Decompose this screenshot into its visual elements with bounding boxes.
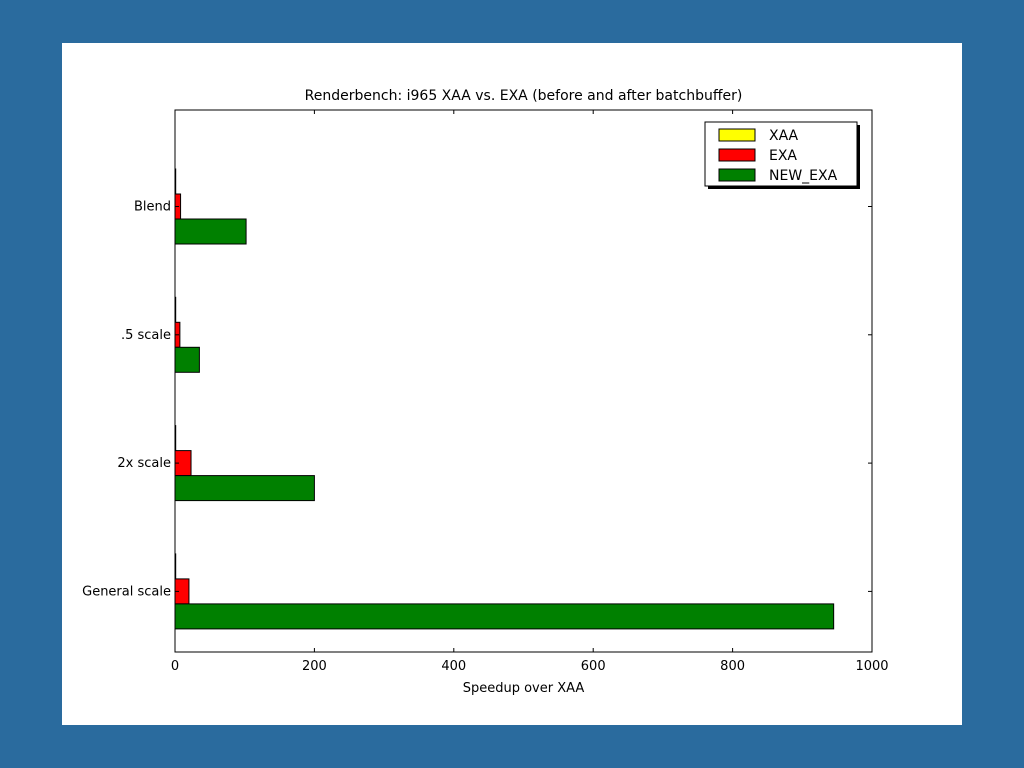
bar-new-exa-general-scale: [174, 603, 835, 630]
x-tick-label: 800: [720, 659, 745, 674]
legend-label-new-exa: NEW_EXA: [769, 168, 838, 184]
x-axis-label: Speedup over XAA: [463, 681, 585, 696]
legend-swatch-exa: [718, 148, 756, 162]
x-tick-label: 600: [581, 659, 606, 674]
legend: XAA EXA NEW_EXA: [704, 121, 860, 189]
chart-title: Renderbench: i965 XAA vs. EXA (before an…: [305, 88, 743, 104]
legend-swatch-new-exa: [718, 168, 756, 182]
x-tick-label: 200: [302, 659, 327, 674]
y-tick-label-2x-scale: 2x scale: [117, 456, 171, 471]
legend-label-exa: EXA: [769, 148, 797, 164]
bars-layer: [174, 168, 835, 630]
plot-frame: [174, 109, 873, 653]
x-tick-label: 400: [441, 659, 466, 674]
y-tick-label-5-scale: .5 scale: [121, 328, 171, 343]
x-tick-label: 1000: [855, 659, 888, 674]
legend-label-xaa: XAA: [769, 128, 799, 144]
ticks-layer: Blend .5 scale 2x scale General scale 0 200 40…: [82, 110, 889, 674]
bar-chart: Renderbench: i965 XAA vs. EXA (before an…: [82, 88, 889, 696]
legend-swatch-xaa: [718, 128, 756, 142]
bar-new-exa-blend: [174, 218, 247, 245]
x-tick-label: 0: [171, 659, 179, 674]
y-tick-label-general-scale: General scale: [82, 584, 171, 599]
y-tick-label-blend: Blend: [134, 200, 171, 215]
figure-panel: Renderbench: i965 XAA vs. EXA (before an…: [62, 43, 962, 725]
bar-new-exa-2x-scale: [174, 475, 315, 502]
bar-new-exa-5-scale: [174, 346, 200, 373]
